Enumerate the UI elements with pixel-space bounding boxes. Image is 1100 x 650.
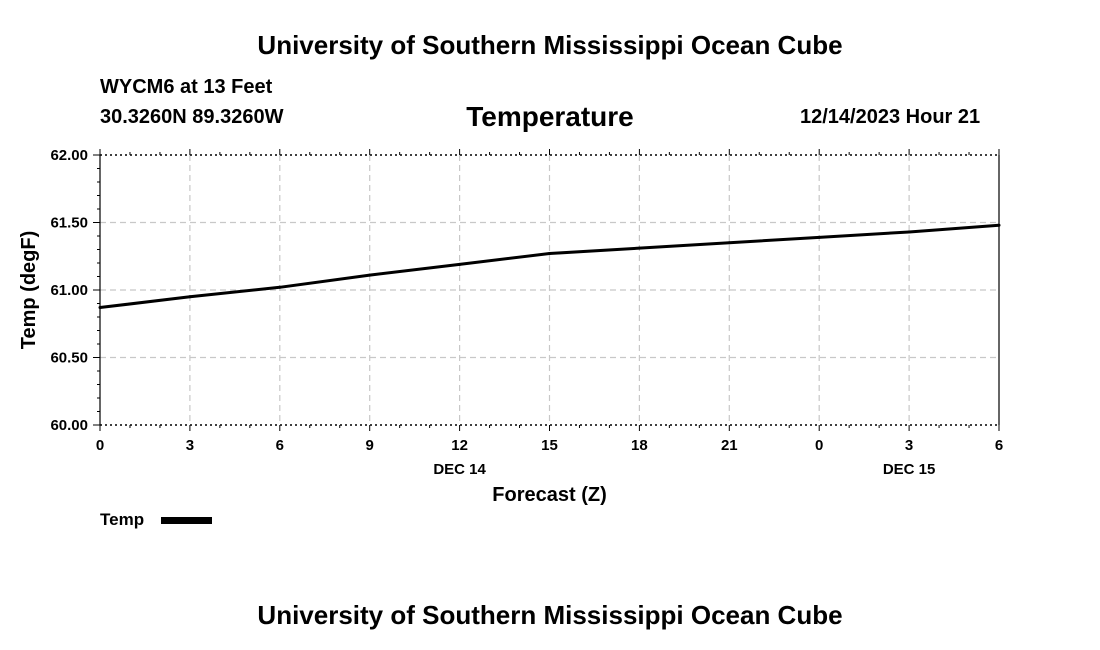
x-tick-label: 6 [276,437,284,454]
data-point [817,235,821,239]
legend-swatch [161,517,212,524]
x-tick-label: 12 [451,437,468,454]
footer-title: University of Southern Mississippi Ocean… [257,600,843,630]
data-point [278,285,282,289]
y-tick-label: 62.00 [50,147,88,164]
data-point [637,246,641,250]
data-point [458,262,462,266]
y-tick-label: 61.00 [50,282,88,299]
data-point [907,230,911,234]
date-label: DEC 14 [433,461,486,478]
data-point [368,273,372,277]
x-tick-label: 18 [631,437,648,454]
y-tick-label: 60.50 [50,350,88,367]
data-point [727,241,731,245]
data-point [98,306,102,310]
x-tick-label: 0 [96,437,104,454]
x-tick-label: 3 [186,437,194,454]
header-title: University of Southern Mississippi Ocean… [257,30,843,60]
x-axis-title: Forecast (Z) [492,484,606,506]
y-axis-title: Temp (degF) [18,231,40,350]
legend-label: Temp [100,510,144,529]
x-tick-label: 9 [366,437,374,454]
y-tick-label: 61.50 [50,215,88,232]
date-label: DEC 15 [883,461,936,478]
forecast-date: 12/14/2023 Hour 21 [800,106,981,128]
x-tick-label: 6 [995,437,1003,454]
x-tick-label: 0 [815,437,823,454]
data-point [997,223,1001,227]
data-point [548,252,551,256]
x-tick-label: 21 [721,437,738,454]
y-tick-label: 60.00 [50,417,88,434]
chart-title: Temperature [466,101,634,132]
x-tick-label: 15 [541,437,558,454]
station-coordinates: 30.3260N 89.3260W [100,106,284,128]
x-tick-label: 3 [905,437,913,454]
station-name: WYCM6 at 13 Feet [100,76,273,98]
data-point [188,295,192,299]
